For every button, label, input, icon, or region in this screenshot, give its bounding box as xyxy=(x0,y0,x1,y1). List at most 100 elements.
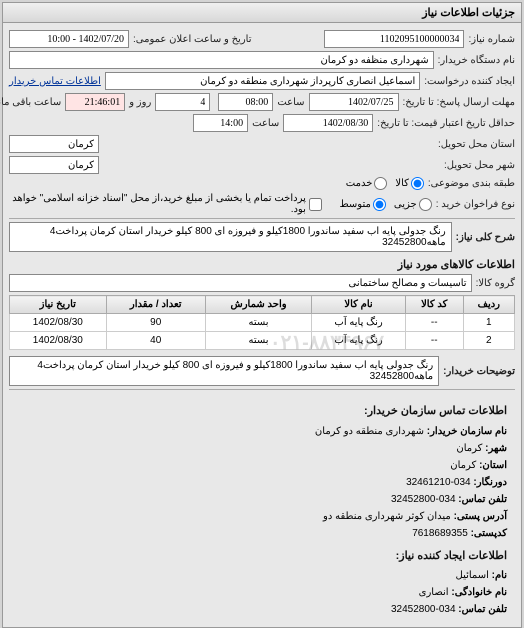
org-postal-label: آدرس پستی: xyxy=(454,511,507,522)
radio-goods-input[interactable] xyxy=(411,177,424,190)
details-panel: جزئیات اطلاعات نیاز شماره نیاز: تاریخ و … xyxy=(2,2,522,628)
device-name-input[interactable] xyxy=(9,51,434,69)
col-date: تاریخ نیاز xyxy=(10,296,107,314)
org-state-label: استان: xyxy=(479,460,507,471)
table-row[interactable]: 1 -- رنگ پایه آب بسته 90 1402/08/30 xyxy=(10,314,515,332)
resp-deadline-label: مهلت ارسال پاسخ: تا تاریخ: xyxy=(403,97,515,108)
org-zip: 7618689355 xyxy=(412,528,468,539)
delivery-state-input[interactable] xyxy=(9,135,99,153)
req-lname-label: نام خانوادگی: xyxy=(451,587,507,598)
row-summary: شرح کلی نیاز: رنگ جدولی پایه اب سفید سان… xyxy=(9,222,515,252)
budget-radio-group: کالا خدمت xyxy=(346,177,424,190)
creator-input[interactable] xyxy=(105,72,420,90)
org-phone: 034-32452800 xyxy=(391,494,456,505)
col-name: نام کالا xyxy=(312,296,406,314)
validity-label: حداقل تاریخ اعتبار قیمت: تا تاریخ: xyxy=(377,118,515,129)
table-row[interactable]: 2 -- رنگ پایه آب بسته 40 1402/08/30 xyxy=(10,332,515,350)
buyer-desc-text: رنگ جدولی پایه اب سفید ساندورا 1800کیلو … xyxy=(9,356,439,386)
req-no-label: شماره نیاز: xyxy=(468,34,515,45)
resp-time-input[interactable] xyxy=(218,93,273,111)
row-delivery-state: استان محل تحویل: xyxy=(9,135,515,153)
col-unit: واحد شمارش xyxy=(205,296,311,314)
device-name-label: نام دستگاه خریدار: xyxy=(438,55,515,66)
form-area: شماره نیاز: تاریخ و ساعت اعلان عمومی: نا… xyxy=(3,23,521,627)
contact-link[interactable]: اطلاعات تماس خریدار xyxy=(9,76,101,87)
table-header-row: ردیف کد کالا نام کالا واحد شمارش تعداد /… xyxy=(10,296,515,314)
org-fax: 034-32461210 xyxy=(406,477,471,488)
days-label: روز و xyxy=(129,97,151,108)
resp-date-input[interactable] xyxy=(309,93,399,111)
row-validity: حداقل تاریخ اعتبار قیمت: تا تاریخ: ساعت xyxy=(9,114,515,132)
row-req-no: شماره نیاز: تاریخ و ساعت اعلان عمومی: xyxy=(9,30,515,48)
row-goods-group: گروه کالا: xyxy=(9,274,515,292)
radio-goods[interactable]: کالا xyxy=(395,177,424,190)
remain-time-input xyxy=(65,93,125,111)
goods-group-input[interactable] xyxy=(9,274,472,292)
radio-small[interactable]: جزیی xyxy=(394,198,432,211)
org-fax-label: دورنگار: xyxy=(473,477,507,488)
org-state: کرمان xyxy=(450,460,476,471)
row-buyer-desc: توضیحات خریدار: رنگ جدولی پایه اب سفید س… xyxy=(9,356,515,386)
radio-service-input[interactable] xyxy=(374,177,387,190)
radio-small-label: جزیی xyxy=(394,199,417,210)
validity-time-input[interactable] xyxy=(193,114,248,132)
time-label-1: ساعت xyxy=(277,97,304,108)
cell: بسته xyxy=(205,332,311,350)
req-lname: انصاری xyxy=(419,587,449,598)
validity-date-input[interactable] xyxy=(283,114,373,132)
org-city: کرمان xyxy=(456,443,482,454)
treasury-checkbox-label: پرداخت تمام یا بخشی از مبلغ خرید،از محل … xyxy=(9,193,306,215)
delivery-city-input[interactable] xyxy=(9,156,99,174)
org-title: اطلاعات تماس سازمان خریدار: xyxy=(17,403,507,421)
col-code: کد کالا xyxy=(405,296,463,314)
treasury-checkbox-input[interactable] xyxy=(309,198,322,211)
remain-label: ساعت باقی مانده xyxy=(0,97,61,108)
radio-medium[interactable]: متوسط xyxy=(339,198,385,211)
req-phone-label: تلفن تماس: xyxy=(458,604,507,615)
radio-medium-label: متوسط xyxy=(339,199,370,210)
cell: رنگ پایه آب xyxy=(312,314,406,332)
buyer-desc-label: توضیحات خریدار: xyxy=(443,366,515,377)
row-delivery-city: شهر محل تحویل: xyxy=(9,156,515,174)
time-label-2: ساعت xyxy=(252,118,279,129)
cell: 40 xyxy=(106,332,205,350)
delivery-city-label: شهر محل تحویل: xyxy=(444,160,515,171)
summary-label: شرح کلی نیاز: xyxy=(456,232,515,243)
org-zip-label: کدپستی: xyxy=(471,528,507,539)
delivery-state-label: استان محل تحویل: xyxy=(438,139,515,150)
separator-2 xyxy=(9,389,515,390)
separator-1 xyxy=(9,218,515,219)
radio-medium-input[interactable] xyxy=(373,198,386,211)
radio-service-label: خدمت xyxy=(346,178,373,189)
panel-title: جزئیات اطلاعات نیاز xyxy=(3,3,521,23)
cell: -- xyxy=(405,314,463,332)
org-name-label: نام سازمان خریدار: xyxy=(427,426,507,437)
row-creator: ایجاد کننده درخواست: اطلاعات تماس خریدار xyxy=(9,72,515,90)
cell: 2 xyxy=(463,332,514,350)
row-budget: طبقه بندی موضوعی: کالا خدمت xyxy=(9,177,515,190)
creator-label: ایجاد کننده درخواست: xyxy=(424,76,515,87)
radio-goods-label: کالا xyxy=(395,178,409,189)
radio-small-input[interactable] xyxy=(419,198,432,211)
radio-service[interactable]: خدمت xyxy=(346,177,388,190)
org-postal: میدان کوثر شهرداری منطقه دو xyxy=(323,511,451,522)
org-city-label: شهر: xyxy=(485,443,507,454)
col-qty: تعداد / مقدار xyxy=(106,296,205,314)
days-input[interactable] xyxy=(155,93,210,111)
type-label: نوع فراخوان خرید : xyxy=(436,199,515,210)
cell: -- xyxy=(405,332,463,350)
treasury-checkbox[interactable]: پرداخت تمام یا بخشی از مبلغ خرید،از محل … xyxy=(9,193,322,215)
row-response-deadline: مهلت ارسال پاسخ: تا تاریخ: ساعت روز و سا… xyxy=(9,93,515,111)
org-info-block: اطلاعات تماس سازمان خریدار: نام سازمان خ… xyxy=(9,393,515,623)
row-type: نوع فراخوان خرید : جزیی متوسط پرداخت تما… xyxy=(9,193,515,215)
org-name: شهرداری منطقه دو کرمان xyxy=(315,426,424,437)
cell: 90 xyxy=(106,314,205,332)
cell: بسته xyxy=(205,314,311,332)
goods-title: اطلاعات کالاهای مورد نیاز xyxy=(9,258,515,271)
goods-table: ردیف کد کالا نام کالا واحد شمارش تعداد /… xyxy=(9,295,515,350)
cell: 1402/08/30 xyxy=(10,332,107,350)
summary-text: رنگ جدولی پایه اب سفید ساندورا 1800کیلو … xyxy=(9,222,452,252)
req-no-input[interactable] xyxy=(324,30,464,48)
pub-datetime-input[interactable] xyxy=(9,30,129,48)
cell: 1 xyxy=(463,314,514,332)
